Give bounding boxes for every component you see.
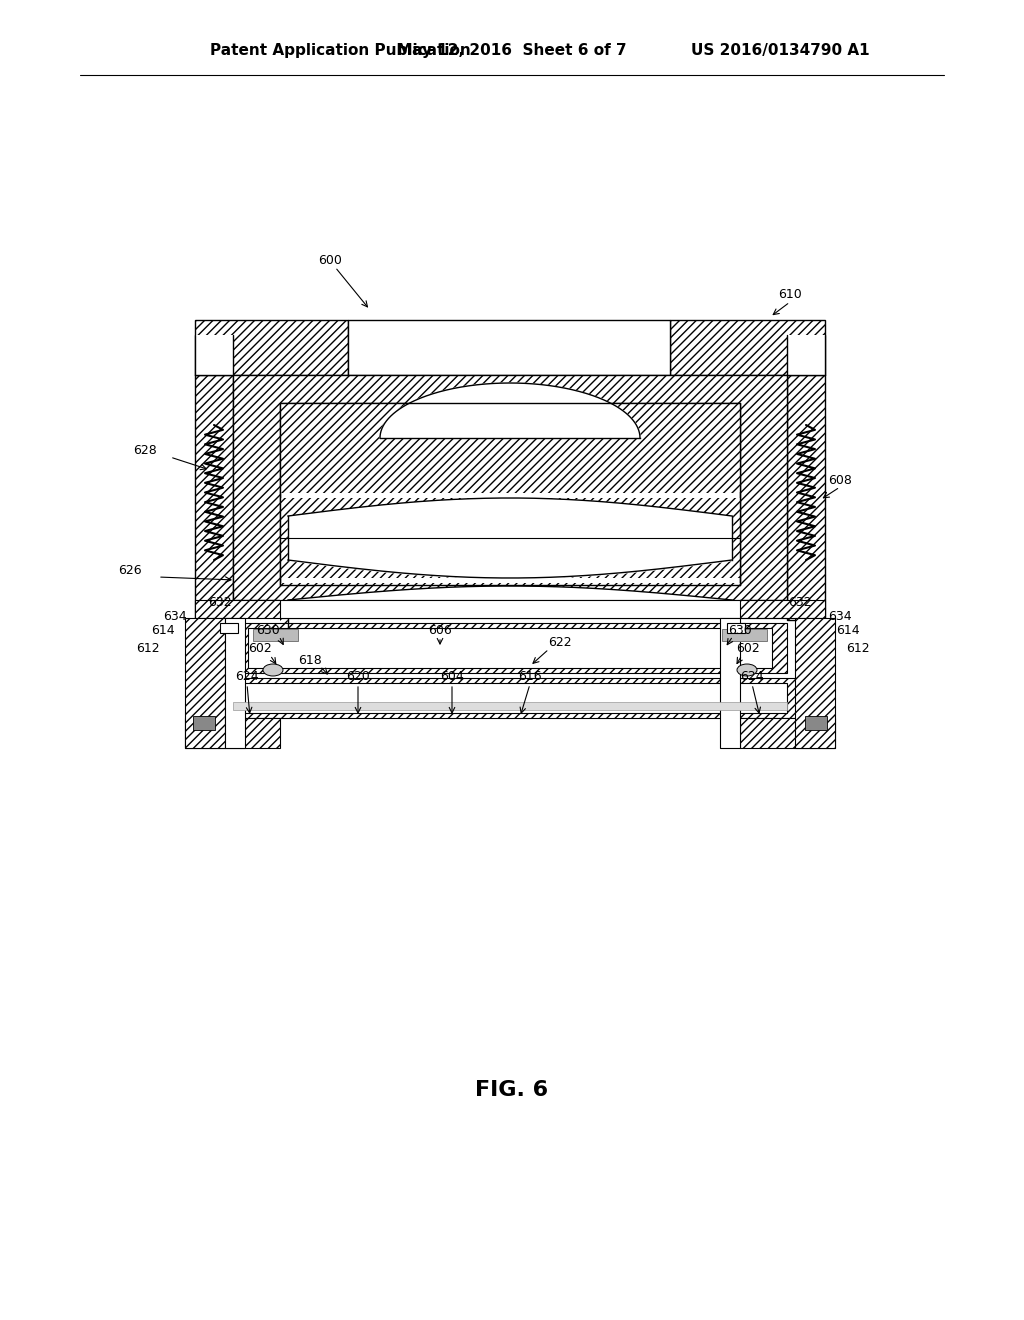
Bar: [348, 319, 670, 375]
Bar: [722, 630, 767, 642]
Bar: [795, 618, 835, 748]
Bar: [280, 498, 740, 578]
Text: 630: 630: [728, 623, 752, 636]
Bar: [720, 618, 740, 748]
Text: 604: 604: [440, 671, 464, 684]
Text: 608: 608: [828, 474, 852, 487]
Bar: [740, 718, 835, 748]
Text: 630: 630: [256, 623, 280, 636]
Bar: [280, 403, 740, 585]
Bar: [280, 601, 740, 618]
Text: 616: 616: [518, 671, 542, 684]
Bar: [185, 618, 225, 748]
Bar: [233, 623, 787, 673]
Text: 620: 620: [346, 671, 370, 684]
Text: 602: 602: [736, 643, 760, 656]
Bar: [805, 715, 827, 730]
Text: 612: 612: [136, 643, 160, 656]
Text: Patent Application Publication: Patent Application Publication: [210, 42, 471, 58]
Text: 614: 614: [837, 623, 860, 636]
Text: 632: 632: [208, 595, 231, 609]
Text: 622: 622: [548, 636, 571, 649]
Text: 634: 634: [828, 610, 852, 623]
Bar: [185, 718, 280, 748]
Text: 614: 614: [152, 623, 175, 636]
Bar: [727, 623, 745, 634]
Bar: [280, 403, 740, 492]
Ellipse shape: [737, 664, 757, 676]
Text: 606: 606: [428, 623, 452, 636]
Bar: [195, 319, 348, 375]
Text: 624: 624: [236, 671, 259, 684]
Bar: [195, 601, 825, 618]
Text: US 2016/0134790 A1: US 2016/0134790 A1: [691, 42, 870, 58]
Text: 602: 602: [248, 643, 272, 656]
Bar: [280, 583, 740, 653]
Ellipse shape: [263, 664, 283, 676]
Bar: [233, 702, 787, 710]
Text: 626: 626: [118, 564, 141, 577]
Bar: [233, 682, 787, 713]
Bar: [670, 319, 825, 375]
Bar: [253, 630, 298, 642]
Text: 600: 600: [318, 253, 342, 267]
Bar: [233, 375, 787, 601]
Bar: [223, 678, 797, 718]
Bar: [195, 375, 233, 620]
Text: 632: 632: [788, 595, 812, 609]
Polygon shape: [380, 383, 640, 438]
Bar: [220, 623, 238, 634]
Bar: [195, 335, 233, 375]
Text: 610: 610: [778, 289, 802, 301]
Text: 624: 624: [740, 671, 764, 684]
Text: FIG. 6: FIG. 6: [475, 1080, 549, 1100]
Bar: [787, 375, 825, 620]
Bar: [280, 585, 740, 657]
Bar: [787, 335, 825, 375]
Text: May 12, 2016  Sheet 6 of 7: May 12, 2016 Sheet 6 of 7: [397, 42, 627, 58]
Bar: [248, 628, 772, 668]
Text: 612: 612: [846, 643, 869, 656]
Text: 618: 618: [298, 653, 322, 667]
Bar: [193, 715, 215, 730]
Text: 634: 634: [163, 610, 186, 623]
Bar: [225, 618, 245, 748]
Text: 628: 628: [133, 444, 157, 457]
